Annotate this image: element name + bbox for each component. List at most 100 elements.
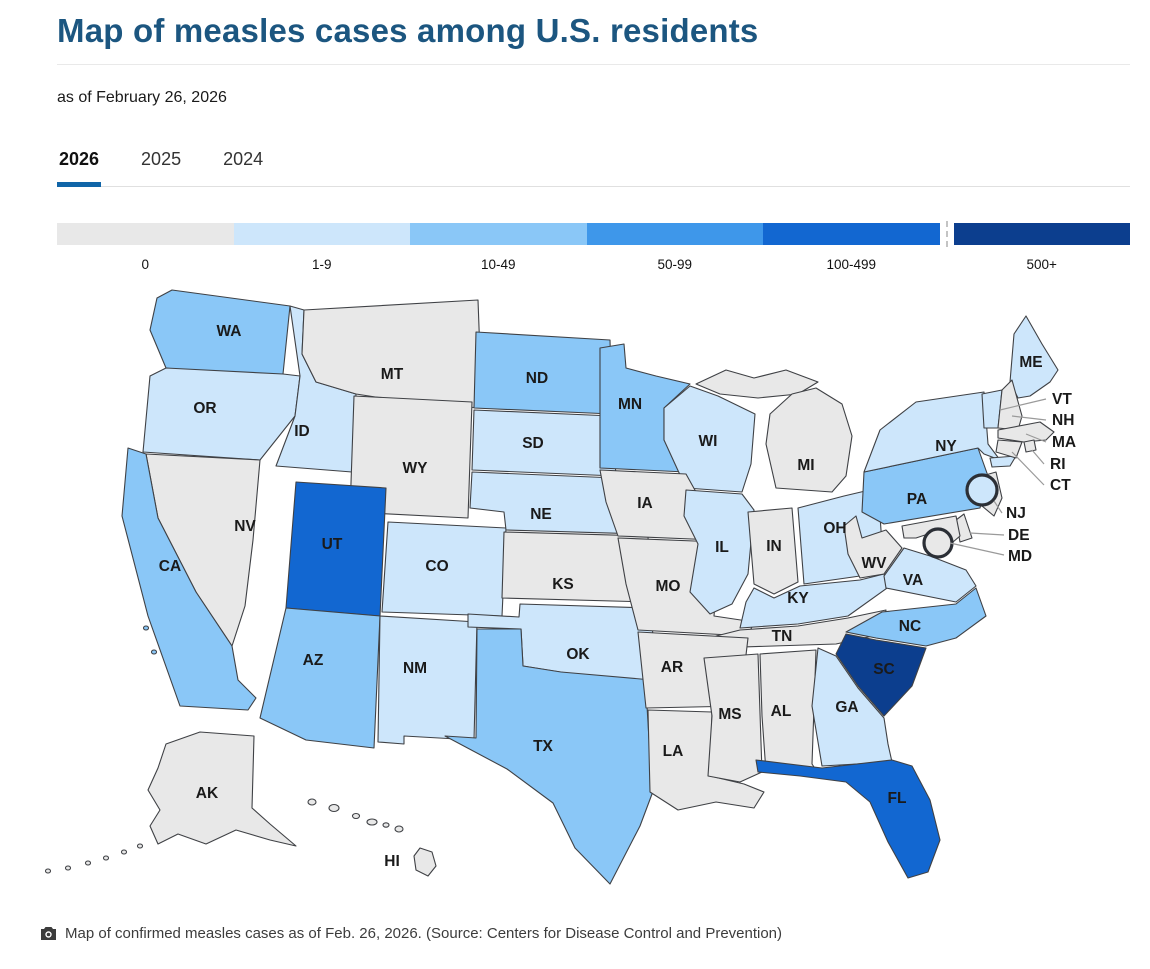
- hawaii-island: [366, 818, 378, 826]
- label-wv: WV: [862, 555, 888, 572]
- nyc-callout-circle[interactable]: [965, 473, 999, 507]
- dc-callout-circle[interactable]: [922, 527, 954, 559]
- label-vt: VT: [1052, 391, 1072, 408]
- year-tabs: 2026 2025 2024: [57, 143, 1130, 187]
- state-florida[interactable]: [755, 759, 941, 879]
- state-wisconsin[interactable]: [663, 385, 756, 493]
- hawaii-island: [351, 812, 361, 820]
- label-nc: NC: [899, 618, 921, 635]
- state-new-york[interactable]: [863, 391, 1001, 473]
- legend-swatch-100-499: [763, 223, 940, 245]
- caption-text: Map of confirmed measles cases as of Feb…: [65, 925, 783, 942]
- label-pa: PA: [907, 491, 927, 508]
- state-alaska[interactable]: [147, 731, 297, 847]
- legend-bucket-100-499: 100-499: [763, 223, 940, 272]
- legend-swatch-500plus: [953, 223, 1130, 245]
- hawaii-island: [307, 798, 317, 806]
- label-ca: CA: [159, 558, 181, 575]
- state-south-dakota[interactable]: [471, 409, 617, 477]
- state-new-hampshire[interactable]: [997, 379, 1023, 431]
- channel-island: [150, 649, 158, 655]
- tab-2024[interactable]: 2024: [223, 149, 264, 169]
- label-mn: MN: [618, 396, 642, 413]
- state-new-mexico[interactable]: [377, 615, 478, 745]
- label-md: MD: [1008, 548, 1032, 565]
- map-container: WA OR CA NV ID MT WY UT CO AZ NM ND SD N…: [0, 286, 1150, 915]
- legend-bucket-50-99: 50-99: [586, 223, 763, 272]
- state-georgia[interactable]: [811, 647, 893, 767]
- state-north-carolina[interactable]: [845, 587, 987, 647]
- measles-map-page: Map of measles cases among U.S. resident…: [0, 12, 1150, 942]
- label-ok: OK: [566, 646, 590, 663]
- label-oh: OH: [823, 520, 846, 537]
- state-west-virginia[interactable]: [843, 515, 903, 579]
- label-nh: NH: [1052, 412, 1074, 429]
- state-virginia[interactable]: [883, 547, 977, 603]
- label-ny: NY: [935, 438, 957, 455]
- leader-line-nj: [993, 500, 1003, 514]
- tab-2026[interactable]: 2026: [57, 143, 102, 187]
- aleutian-island: [64, 865, 72, 871]
- legend-swatch-50-99: [586, 223, 763, 245]
- state-oregon[interactable]: [142, 367, 301, 461]
- label-mt: MT: [381, 366, 404, 383]
- state-connecticut[interactable]: [995, 439, 1023, 459]
- state-california[interactable]: [121, 447, 257, 711]
- legend-label-10-49: 10-49: [480, 257, 516, 272]
- legend-bucket-10-49: 10-49: [410, 223, 587, 272]
- label-nj: NJ: [1006, 505, 1026, 522]
- label-wy: WY: [403, 460, 429, 477]
- legend-swatch-10-49: [410, 223, 587, 245]
- state-massachusetts[interactable]: [997, 421, 1055, 443]
- label-co: CO: [425, 558, 448, 575]
- long-island[interactable]: [989, 455, 1017, 468]
- state-maine[interactable]: [1009, 315, 1059, 399]
- state-indiana[interactable]: [747, 507, 799, 595]
- label-sc: SC: [873, 661, 895, 678]
- aleutian-island: [84, 860, 92, 866]
- channel-island: [142, 625, 150, 631]
- leader-line-vt: [999, 398, 1047, 411]
- label-tn: TN: [772, 628, 793, 645]
- hawaii-island: [382, 822, 390, 828]
- label-nv: NV: [234, 518, 256, 535]
- label-tx: TX: [533, 738, 553, 755]
- state-texas[interactable]: [444, 628, 656, 885]
- leader-line-md: [949, 542, 1005, 556]
- legend-bucket-1-9: 1-9: [233, 223, 410, 272]
- tab-2025[interactable]: 2025: [141, 149, 182, 169]
- label-ia: IA: [637, 495, 653, 512]
- label-la: LA: [663, 743, 684, 760]
- hawaii-big-island[interactable]: [413, 847, 437, 877]
- legend-bucket-0: 0: [57, 223, 234, 272]
- label-wi: WI: [699, 433, 718, 450]
- legend-label-1-9: 1-9: [311, 257, 332, 272]
- state-mississippi[interactable]: [703, 653, 763, 783]
- label-ne: NE: [530, 506, 552, 523]
- legend-swatch-1-9: [233, 223, 410, 245]
- label-or: OR: [193, 400, 216, 417]
- label-ak: AK: [196, 785, 219, 802]
- label-ms: MS: [718, 706, 741, 723]
- state-arizona[interactable]: [259, 607, 381, 749]
- state-south-carolina[interactable]: [835, 633, 927, 717]
- label-nm: NM: [403, 660, 427, 677]
- leader-line-ri: [1031, 449, 1045, 465]
- us-choropleth-map: WA OR CA NV ID MT WY UT CO AZ NM ND SD N…: [44, 289, 1076, 885]
- state-illinois[interactable]: [683, 489, 755, 615]
- label-hi: HI: [384, 853, 400, 870]
- leader-line-de: [969, 532, 1005, 536]
- state-minnesota[interactable]: [599, 343, 691, 473]
- aleutian-island: [44, 868, 52, 874]
- state-rhode-island[interactable]: [1023, 439, 1037, 453]
- legend-label-500plus: 500+: [1026, 257, 1057, 272]
- label-wa: WA: [217, 323, 242, 340]
- state-michigan-upper[interactable]: [695, 369, 819, 399]
- legend-500-divider: [945, 221, 948, 247]
- label-ut: UT: [322, 536, 343, 553]
- state-michigan-lower[interactable]: [765, 387, 853, 493]
- leader-line-nh: [1011, 415, 1047, 421]
- page-title: Map of measles cases among U.S. resident…: [57, 12, 759, 49]
- aleutian-island: [120, 849, 128, 855]
- label-id: ID: [294, 423, 310, 440]
